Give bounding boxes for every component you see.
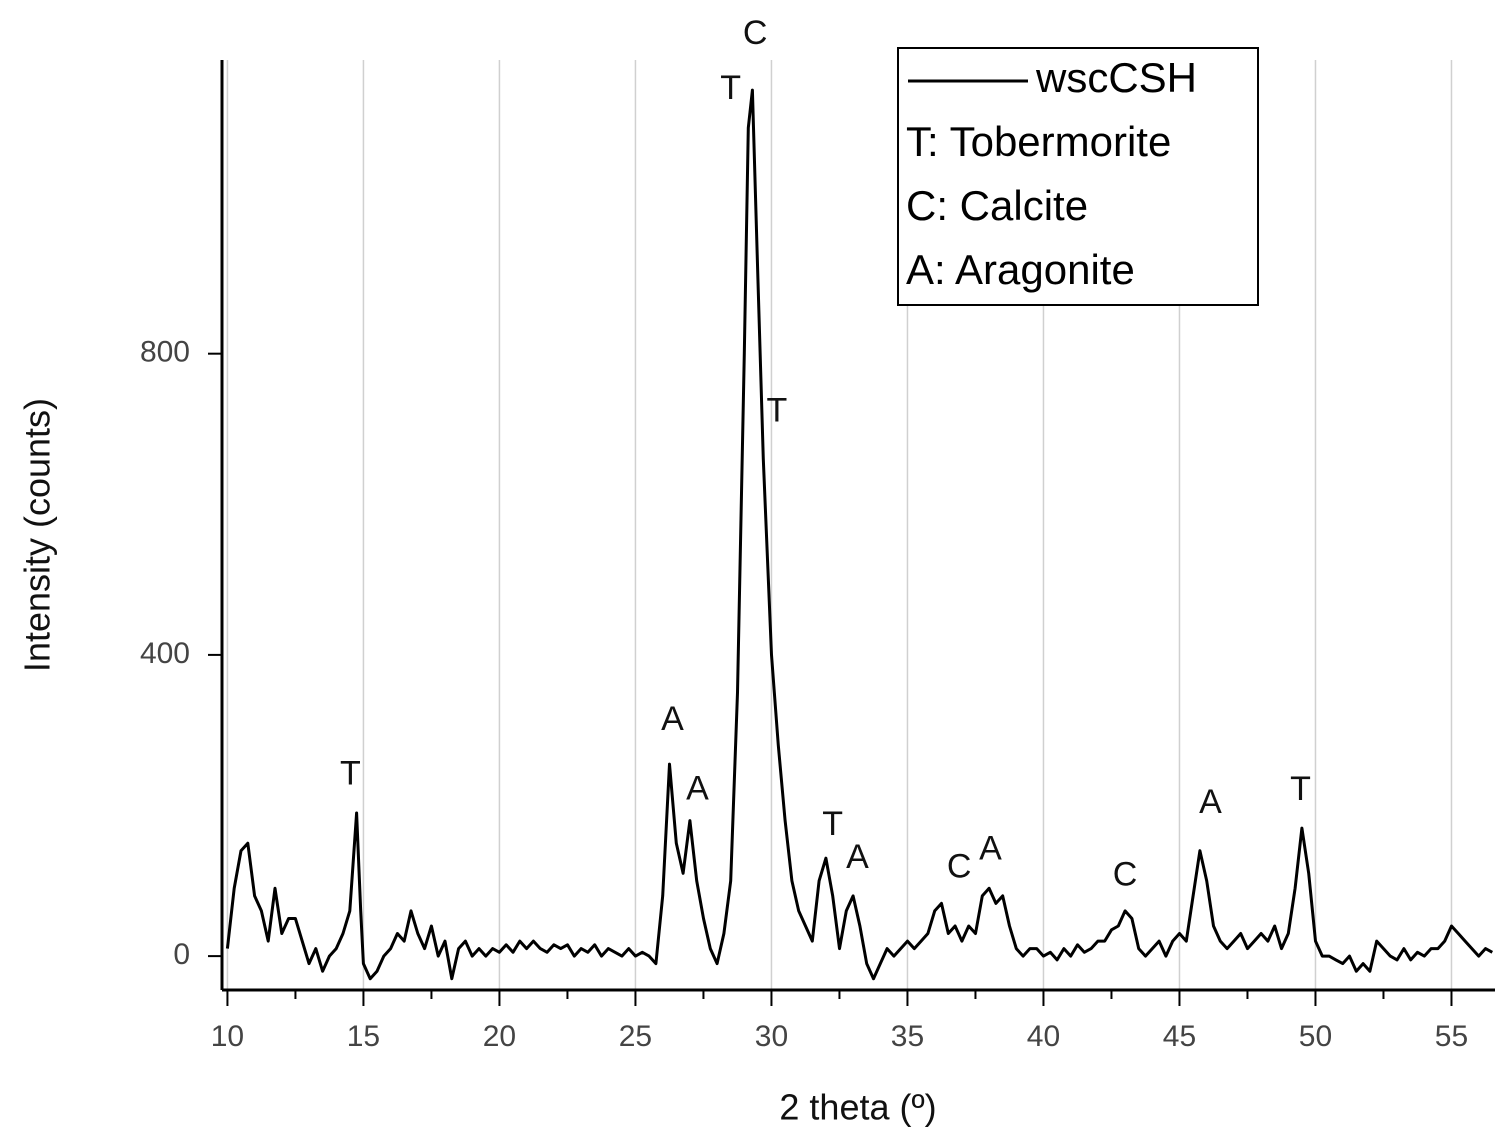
- peak-annotation: T: [340, 754, 361, 792]
- x-axis-label: 2 theta (º): [779, 1087, 936, 1128]
- peak-annotation: A: [1199, 783, 1222, 821]
- legend-note: T: Tobermorite: [906, 118, 1171, 165]
- x-tick-label: 30: [755, 1020, 788, 1053]
- peak-annotation: A: [979, 830, 1002, 868]
- peak-annotation: T: [822, 805, 843, 843]
- x-tick-label: 45: [1163, 1020, 1196, 1053]
- legend-note: C: Calcite: [906, 182, 1088, 229]
- data-line: [225, 88, 1494, 981]
- peak-annotation: T: [1290, 770, 1311, 808]
- y-tick-label: 400: [140, 637, 190, 670]
- y-axis-label: Intensity (counts): [17, 398, 58, 672]
- peak-annotation: A: [661, 700, 684, 738]
- peak-annotation: T: [720, 69, 741, 107]
- legend-label: wscCSH: [1035, 54, 1197, 101]
- x-tick-label: 40: [1027, 1020, 1060, 1053]
- y-tick-label: 0: [173, 938, 190, 971]
- peak-annotation: C: [743, 14, 768, 52]
- peak-annotation: A: [686, 769, 709, 807]
- peak-annotation: C: [947, 848, 972, 886]
- x-tick-label: 50: [1299, 1020, 1332, 1053]
- legend-box: [897, 47, 1259, 306]
- x-tick-label: 55: [1435, 1020, 1468, 1053]
- x-tick-label: 25: [619, 1020, 652, 1053]
- x-tick-label: 10: [211, 1020, 244, 1053]
- peak-annotation: C: [1113, 855, 1138, 893]
- peak-annotation: A: [846, 838, 869, 876]
- legend-note: A: Aragonite: [906, 246, 1135, 293]
- x-tick-label: 35: [891, 1020, 924, 1053]
- y-tick-label: 800: [140, 336, 190, 369]
- peak-annotation: T: [767, 391, 788, 429]
- x-tick-label: 20: [483, 1020, 516, 1053]
- x-tick-label: 15: [347, 1020, 380, 1053]
